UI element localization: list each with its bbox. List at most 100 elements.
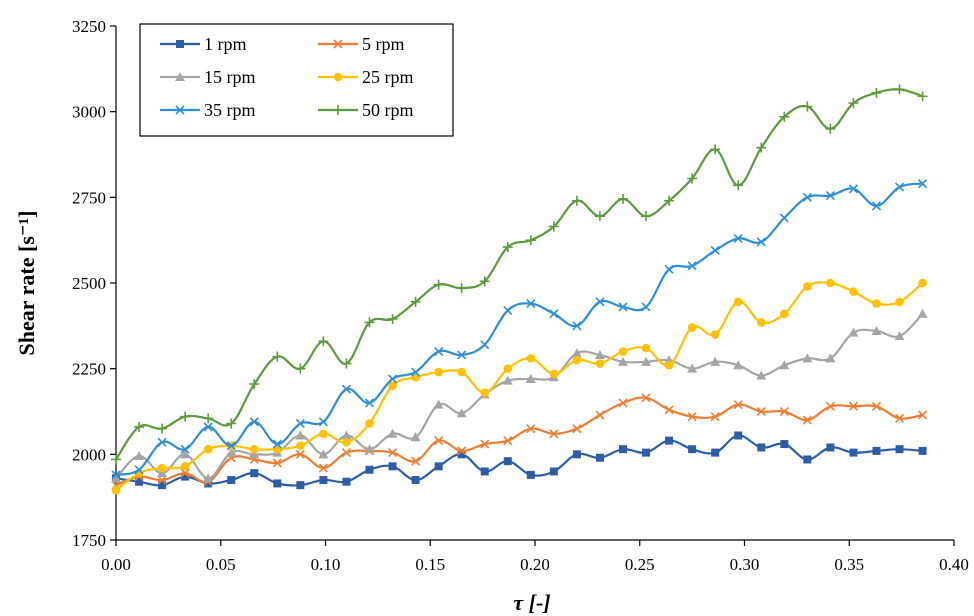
legend-label: 5 rpm bbox=[362, 34, 405, 54]
data-point bbox=[135, 477, 144, 486]
data-point bbox=[595, 453, 604, 462]
legend-swatch-marker bbox=[175, 72, 185, 81]
series-line bbox=[115, 313, 924, 480]
data-point bbox=[918, 278, 927, 288]
data-point bbox=[411, 367, 421, 377]
data-point bbox=[157, 463, 167, 473]
x-tick-label: 0.35 bbox=[834, 555, 864, 574]
data-point bbox=[134, 421, 145, 432]
data-point bbox=[825, 353, 836, 363]
data-point bbox=[549, 369, 559, 379]
data-point bbox=[849, 287, 858, 296]
data-point bbox=[594, 349, 605, 359]
data-point bbox=[227, 476, 236, 485]
data-point bbox=[917, 91, 928, 102]
data-point bbox=[296, 481, 305, 490]
data-point bbox=[503, 364, 513, 373]
y-tick-label: 2750 bbox=[72, 188, 106, 207]
data-point bbox=[802, 415, 812, 425]
legend: 1 rpm 5 rpm 15 rpm 25 rpm 35 rpm 50 rpm bbox=[139, 23, 454, 137]
data-point bbox=[803, 282, 812, 291]
data-point bbox=[802, 353, 813, 363]
data-point bbox=[756, 370, 767, 380]
data-point bbox=[203, 422, 213, 432]
data-point bbox=[387, 313, 398, 324]
data-point bbox=[388, 462, 397, 471]
data-point bbox=[572, 450, 581, 459]
legend-item: 35 rpm bbox=[160, 100, 256, 120]
data-point bbox=[849, 448, 858, 457]
data-point bbox=[641, 211, 652, 222]
data-point bbox=[710, 245, 720, 256]
data-point bbox=[204, 479, 213, 488]
data-point bbox=[434, 346, 444, 357]
data-point bbox=[180, 468, 190, 478]
data-point bbox=[826, 443, 835, 452]
series-line bbox=[115, 88, 923, 461]
data-point bbox=[249, 417, 259, 427]
legend-item: 1 rpm bbox=[160, 34, 247, 54]
data-point bbox=[295, 363, 306, 374]
data-point bbox=[342, 477, 351, 486]
data-point bbox=[364, 444, 375, 454]
data-point bbox=[779, 111, 790, 122]
series-50-rpm bbox=[111, 84, 928, 465]
data-point bbox=[733, 180, 744, 191]
legend-item: 25 rpm bbox=[318, 67, 414, 87]
data-point bbox=[387, 448, 398, 458]
data-point bbox=[272, 439, 282, 449]
data-point bbox=[503, 457, 512, 466]
data-point bbox=[341, 430, 352, 440]
data-point bbox=[548, 221, 559, 232]
data-point bbox=[134, 451, 145, 461]
x-tick-label: 0.25 bbox=[625, 555, 655, 574]
data-point bbox=[503, 436, 513, 446]
data-point bbox=[158, 481, 167, 490]
x-tick-label: 0.00 bbox=[101, 555, 131, 574]
data-point bbox=[802, 192, 812, 202]
x-tick-label: 0.10 bbox=[311, 555, 341, 574]
data-point bbox=[411, 476, 420, 485]
data-point bbox=[617, 194, 628, 205]
data-point bbox=[457, 446, 467, 456]
data-point bbox=[664, 405, 674, 415]
data-point bbox=[894, 413, 905, 423]
data-point bbox=[387, 428, 398, 438]
data-point bbox=[319, 476, 328, 485]
data-point bbox=[756, 237, 766, 247]
data-point bbox=[642, 448, 651, 457]
data-point bbox=[664, 264, 674, 274]
data-point bbox=[618, 302, 628, 312]
legend-swatch-marker bbox=[175, 105, 185, 115]
data-point bbox=[387, 374, 398, 384]
data-point bbox=[272, 458, 282, 468]
data-point bbox=[710, 144, 721, 155]
x-tick-label: 0.30 bbox=[730, 555, 760, 574]
data-point bbox=[503, 305, 513, 315]
data-point bbox=[457, 450, 466, 459]
data-point bbox=[526, 424, 536, 434]
x-tick-label: 0.20 bbox=[520, 555, 550, 574]
data-point bbox=[894, 84, 905, 95]
data-point bbox=[687, 173, 698, 184]
data-point bbox=[572, 355, 582, 365]
data-point bbox=[318, 449, 329, 459]
data-point bbox=[918, 410, 928, 420]
data-point bbox=[780, 309, 789, 319]
data-point bbox=[779, 406, 789, 417]
data-point bbox=[756, 318, 766, 327]
data-point bbox=[733, 400, 743, 410]
data-point bbox=[641, 393, 651, 403]
y-tick-label: 2250 bbox=[72, 360, 106, 379]
y-tick-label: 3000 bbox=[72, 103, 106, 122]
data-point bbox=[365, 419, 374, 428]
data-point bbox=[457, 350, 467, 360]
data-point bbox=[433, 399, 444, 409]
y-tick-label: 3250 bbox=[72, 17, 106, 36]
data-point bbox=[272, 351, 283, 362]
data-point bbox=[480, 340, 490, 350]
data-point bbox=[641, 343, 651, 353]
legend-label: 1 rpm bbox=[204, 34, 247, 54]
data-point bbox=[779, 360, 790, 370]
y-axis-ticks: 1750 2000 2250 2500 2750 3000 3250 bbox=[72, 17, 116, 550]
